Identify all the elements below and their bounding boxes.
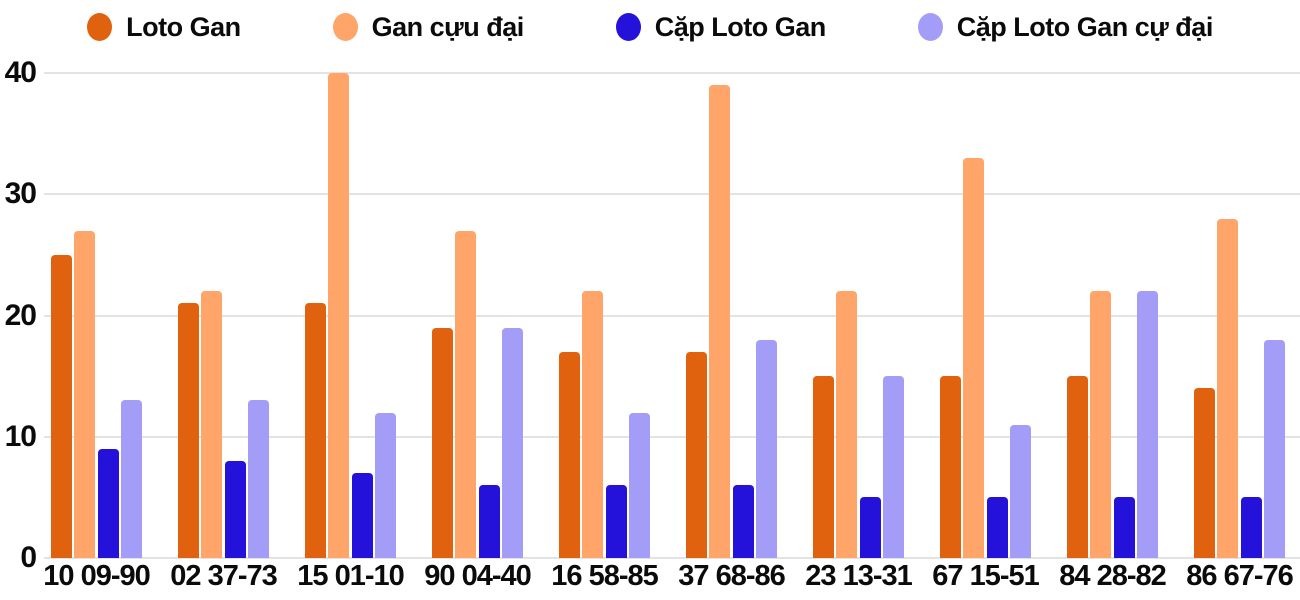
- legend-series-dot-icon: [615, 13, 641, 41]
- bar: [836, 291, 858, 558]
- legend-series-label: Gan cựu đại: [371, 11, 525, 42]
- bar: [963, 157, 985, 558]
- x-category-label: 84 28-82: [1059, 560, 1167, 592]
- bar: [502, 327, 524, 558]
- x-category-label: 02 37-73: [170, 560, 278, 592]
- x-category-label: 16 58-85: [551, 560, 659, 592]
- y-tick-label: 40: [4, 56, 37, 89]
- gridline: [44, 435, 1300, 438]
- bar: [558, 351, 580, 558]
- legend-item[interactable]: Cặp Loto Gan cự đại: [917, 11, 1214, 43]
- x-axis-labels: 10 09-90 02 37-73 15 01-10 90 04-40 16 58-85…: [33, 560, 1300, 593]
- bar: [756, 339, 778, 558]
- plot-area: [44, 72, 1300, 559]
- bar-group: [541, 73, 668, 558]
- bar: [431, 327, 453, 558]
- legend-item[interactable]: Gan cựu đại: [332, 11, 525, 43]
- bar: [121, 400, 143, 558]
- bar: [939, 376, 961, 558]
- legend-series-dot-icon: [917, 13, 943, 41]
- bar: [709, 85, 731, 558]
- bar-group: [414, 73, 541, 558]
- bar: [478, 485, 500, 558]
- bar: [1010, 424, 1032, 558]
- legend-item[interactable]: Loto Gan: [87, 11, 241, 43]
- y-tick-label: 30: [4, 177, 37, 211]
- bar: [1113, 497, 1135, 558]
- bar-group: [33, 73, 160, 558]
- x-category-label: 15 01-10: [297, 560, 405, 592]
- gridline: [44, 314, 1300, 317]
- x-category-label: 23 13-31: [805, 560, 913, 592]
- bar: [883, 376, 905, 558]
- bar: [50, 254, 72, 558]
- legend-series-dot-icon: [87, 13, 113, 41]
- y-axis-ticks: 0 10 20 30 40: [0, 56, 37, 574]
- bar: [328, 73, 350, 558]
- x-category-label: 86 67-76: [1186, 560, 1294, 592]
- y-tick-label: 20: [4, 298, 37, 332]
- legend-series-label: Loto Gan: [126, 11, 241, 42]
- bar: [1090, 291, 1112, 558]
- x-category-label: 90 04-40: [424, 560, 532, 592]
- x-category-label: 67 15-51: [932, 560, 1040, 592]
- gridline: [44, 72, 1300, 74]
- bar: [248, 400, 270, 558]
- bar: [685, 351, 707, 558]
- y-tick-label: 0: [20, 541, 37, 574]
- bar: [351, 473, 373, 558]
- bar: [859, 497, 881, 558]
- bar: [1264, 339, 1286, 558]
- bar: [1137, 291, 1159, 558]
- bar: [986, 497, 1008, 558]
- bar: [732, 485, 754, 558]
- gridline: [44, 193, 1300, 196]
- bar-group: [922, 73, 1049, 558]
- bar: [224, 461, 246, 558]
- bar-group: [1049, 73, 1176, 558]
- y-tick-label: 10: [4, 419, 37, 453]
- x-category-label: 37 68-86: [678, 560, 786, 592]
- legend-series-label: Cặp Loto Gan cự đại: [956, 11, 1214, 42]
- bar-group: [287, 73, 414, 558]
- bar: [812, 376, 834, 558]
- bar: [629, 412, 651, 558]
- bar: [1240, 497, 1262, 558]
- bar: [582, 291, 604, 558]
- bar: [304, 303, 326, 558]
- bars-layer: [33, 73, 1300, 558]
- bar: [455, 230, 477, 558]
- bar: [97, 448, 119, 558]
- bar: [605, 485, 627, 558]
- bar: [177, 303, 199, 558]
- legend-item[interactable]: Cặp Loto Gan: [615, 11, 827, 43]
- bar-group: [160, 73, 287, 558]
- legend: Loto Gan Gan cựu đại Cặp Loto Gan Cặp Loto …: [0, 4, 1300, 50]
- bar: [1193, 388, 1215, 558]
- bar: [1066, 376, 1088, 558]
- bar: [201, 291, 223, 558]
- bar-group: [795, 73, 922, 558]
- bar: [1217, 218, 1239, 558]
- bar-group: [668, 73, 795, 558]
- legend-series-label: Cặp Loto Gan: [654, 11, 827, 42]
- bar: [74, 230, 96, 558]
- gridline: [44, 557, 1300, 559]
- x-category-label: 10 09-90: [43, 560, 151, 592]
- bar: [375, 412, 397, 558]
- legend-series-dot-icon: [332, 13, 358, 41]
- bar-group: [1176, 73, 1300, 558]
